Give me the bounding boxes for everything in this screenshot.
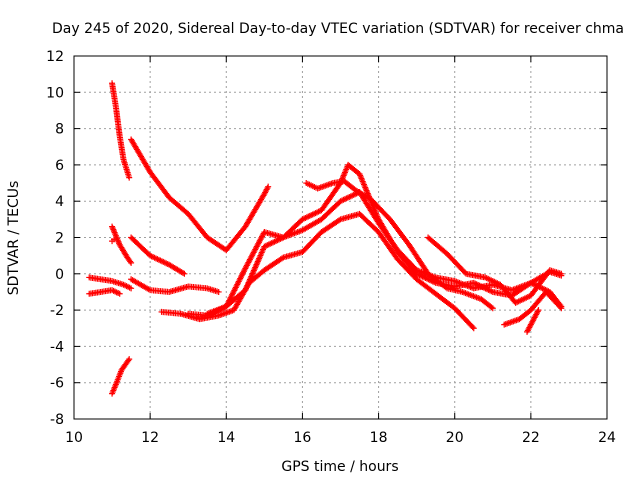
x-tick-label: 10 xyxy=(65,430,83,446)
data-point xyxy=(127,258,134,265)
data-point xyxy=(489,305,496,312)
grid xyxy=(74,56,607,419)
data-point xyxy=(488,304,495,311)
data-point xyxy=(128,285,135,292)
data-point xyxy=(128,259,135,266)
data-point xyxy=(336,217,343,224)
data-points xyxy=(86,80,565,397)
y-tick-label: -8 xyxy=(50,412,64,428)
y-tick-label: 10 xyxy=(46,85,64,101)
series-track-n xyxy=(425,234,565,306)
data-point xyxy=(181,270,188,277)
data-point xyxy=(116,290,123,297)
series-track-h xyxy=(128,234,188,277)
y-tick-label: 4 xyxy=(55,194,64,210)
y-tick-label: 6 xyxy=(55,158,64,174)
y-tick-label: 2 xyxy=(55,231,64,247)
series-track-o xyxy=(501,288,565,328)
y-tick-label: -2 xyxy=(50,303,64,319)
data-point xyxy=(126,174,133,181)
series-track-b xyxy=(86,287,123,297)
data-point xyxy=(125,357,132,364)
data-point xyxy=(470,325,477,332)
x-tick-label: 16 xyxy=(294,430,312,446)
series-track-d xyxy=(109,356,133,397)
data-point xyxy=(469,324,476,331)
y-axis-label: SDTVAR / TECUs xyxy=(6,181,22,296)
y-tick-label: 0 xyxy=(55,267,64,283)
series-track-j xyxy=(158,210,477,332)
data-point xyxy=(535,307,542,314)
series-track-f xyxy=(109,236,117,245)
x-tick-label: 18 xyxy=(370,430,388,446)
data-point xyxy=(180,269,187,276)
plot-frame xyxy=(73,55,608,420)
data-point xyxy=(557,304,564,311)
x-tick-label: 12 xyxy=(141,430,159,446)
data-point xyxy=(442,284,449,291)
x-axis-label: GPS time / hours xyxy=(281,459,398,475)
series-track-a xyxy=(86,274,135,292)
data-point xyxy=(110,236,117,243)
y-tick-label: 12 xyxy=(46,49,64,65)
data-point xyxy=(558,305,565,312)
data-point xyxy=(558,270,565,277)
x-tick-label: 20 xyxy=(446,430,464,446)
data-point xyxy=(126,356,133,363)
series-track-m xyxy=(303,178,496,312)
data-point xyxy=(265,183,272,190)
series-track-g xyxy=(128,276,222,295)
y-tick-label: -6 xyxy=(50,376,64,392)
x-tick-label: 24 xyxy=(598,430,616,446)
data-point xyxy=(279,255,286,262)
y-tick-label: -4 xyxy=(50,339,64,355)
chart-title: Day 245 of 2020, Sidereal Day-to-day VTE… xyxy=(52,21,624,37)
series-track-e xyxy=(109,223,135,266)
series-track-p xyxy=(524,307,542,335)
series-track-i xyxy=(128,136,272,254)
series-track-c xyxy=(109,80,133,181)
x-tick-label: 14 xyxy=(217,430,235,446)
data-point xyxy=(215,288,222,295)
y-tick-label: 8 xyxy=(55,122,64,138)
x-tick-label: 22 xyxy=(522,430,540,446)
